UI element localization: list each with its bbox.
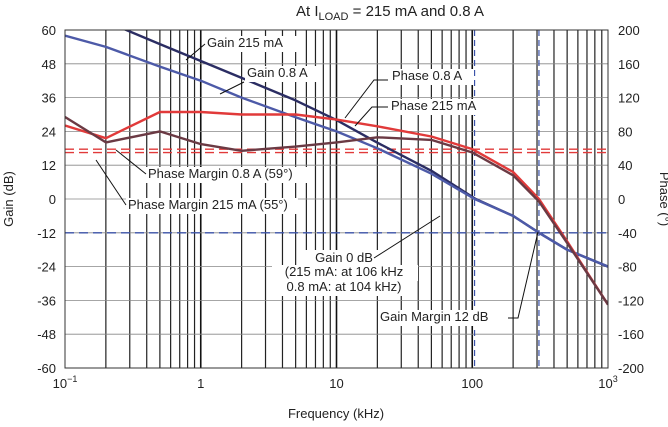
annotation-background <box>245 66 321 82</box>
annotation-label: (215 mA: at 106 kHz <box>285 264 404 279</box>
annotation-leader-line <box>95 159 127 206</box>
annotation-background <box>278 280 412 296</box>
annotation-background <box>126 198 298 214</box>
annotation-label: Gain 215 mA <box>207 35 283 50</box>
annotation-label: Phase Margin 215 mA (55°) <box>128 197 288 212</box>
y-left-tick-label: 48 <box>42 57 56 72</box>
x-tick-label: 100 <box>461 376 483 391</box>
x-tick-label: 10−1 <box>53 374 78 391</box>
x-tick-label: 1 <box>197 376 204 391</box>
phase-0-8-a-line <box>65 110 608 306</box>
annotation-background <box>389 99 493 115</box>
y-right-tick-label: 200 <box>618 23 640 38</box>
y-left-tick-label: 12 <box>42 158 56 173</box>
annotation-background <box>300 250 388 266</box>
y-right-tick-label: 80 <box>618 124 632 139</box>
annotation-leader-line <box>185 43 206 61</box>
annotation-background <box>390 69 474 85</box>
annotation-background <box>272 265 418 281</box>
tick-labels: 10−1 1 10 100 10360483624120-12-24-36-48-602… <box>37 23 644 391</box>
y-left-tick-label: -36 <box>37 293 56 308</box>
y-left-tick-label: -60 <box>37 361 56 376</box>
chart-title: At ILOAD = 215 mA and 0.8 A <box>296 3 484 23</box>
y-right-tick-label: -160 <box>618 327 644 342</box>
annotation-leader-line <box>344 79 388 119</box>
y-right-tick-label: 160 <box>618 57 640 72</box>
x-axis-label: Frequency (kHz) <box>288 406 384 421</box>
y-left-tick-label: 24 <box>42 124 56 139</box>
x-tick-label: 10 <box>329 376 343 391</box>
y-right-tick-label: 0 <box>618 192 625 207</box>
annotation-background <box>378 310 508 326</box>
y-left-tick-label: 36 <box>42 91 56 106</box>
y-right-tick-label: 120 <box>618 91 640 106</box>
y-right-tick-label: -80 <box>618 260 637 275</box>
annotations: Gain 215 mA Gain 0.8 A Phase 0.8 A Phase 21… <box>95 35 539 326</box>
y-right-tick-label: -120 <box>618 293 644 308</box>
series-lines <box>65 30 608 306</box>
annotation-label: Gain Margin 12 dB <box>380 309 488 324</box>
annotation-background <box>146 167 308 183</box>
y-left-tick-label: -12 <box>37 226 56 241</box>
phase-215-ma-line <box>65 115 608 306</box>
annotation-leader-line <box>373 215 441 259</box>
annotation-leader-line <box>115 149 147 175</box>
y-left-tick-label: 60 <box>42 23 56 38</box>
y-axis-label-left: Gain (dB) <box>1 171 16 227</box>
annotation-label: Gain 0.8 A <box>247 65 308 80</box>
annotation-label: Phase 215 mA <box>391 98 477 113</box>
annotation-leader-line <box>354 106 388 127</box>
y-left-tick-label: -48 <box>37 327 56 342</box>
annotation-label: 0.8 mA: at 104 kHz) <box>287 279 402 294</box>
annotation-leader-line <box>508 231 539 319</box>
y-right-tick-label: -200 <box>618 361 644 376</box>
y-right-tick-label: 40 <box>618 158 632 173</box>
annotation-background <box>205 36 297 52</box>
annotation-leader-line <box>219 81 245 95</box>
y-right-tick-label: -40 <box>618 226 637 241</box>
y-left-tick-label: 0 <box>49 192 56 207</box>
annotation-label: Phase Margin 0.8 A (59°) <box>148 166 293 181</box>
y-left-tick-label: -24 <box>37 260 56 275</box>
annotation-label: Phase 0.8 A <box>392 68 462 83</box>
annotation-label: Gain 0 dB <box>315 250 373 265</box>
x-tick-label: 103 <box>598 374 617 391</box>
y-axis-label-right: Phase (°) <box>657 172 668 226</box>
plot-frame <box>64 29 609 369</box>
